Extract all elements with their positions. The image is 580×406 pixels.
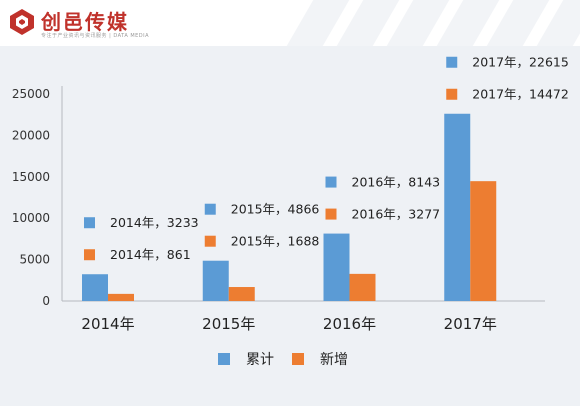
annotation-marker: [204, 235, 216, 247]
annotation-marker: [84, 249, 95, 261]
data-annotation: 2014年，861: [110, 247, 191, 262]
y-tick-label: 20000: [12, 128, 50, 142]
logo-mark-icon: [10, 9, 34, 35]
data-annotation: 2016年，3277: [352, 207, 441, 222]
bar-新增: [470, 181, 497, 301]
y-tick-label: 5000: [19, 253, 50, 267]
annotation-marker: [446, 56, 458, 68]
bar-新增: [349, 273, 376, 301]
data-annotation: 2014年，3233: [110, 215, 199, 230]
annotation-marker: [446, 88, 458, 100]
bar-累计: [202, 260, 229, 301]
bar-新增: [228, 287, 255, 301]
data-annotation: 2015年，1688: [231, 234, 320, 249]
y-tick-label: 25000: [12, 87, 50, 101]
brand-tagline: 专注于产业资讯与资讯服务 | DATA MEDIA: [41, 33, 150, 39]
annotation-marker: [325, 176, 337, 188]
legend-marker: [218, 353, 230, 365]
x-tick-label: 2014年: [81, 315, 134, 333]
brand-logo: 创邑传媒 专注于产业资讯与资讯服务 | DATA MEDIA: [8, 6, 158, 42]
chart-bars: [82, 113, 497, 301]
bar-累计: [82, 274, 108, 301]
chart-axes: 0 5000 10000 15000 20000 25000: [12, 86, 545, 308]
y-tick-label: 0: [42, 294, 50, 308]
annotation-marker: [204, 203, 216, 215]
y-tick-label: 10000: [12, 211, 50, 225]
legend-label: 累计: [246, 352, 274, 368]
legend-marker: [292, 353, 304, 365]
x-tick-label: 2017年: [444, 315, 497, 333]
annotation-marker: [325, 208, 337, 220]
bar-累计: [323, 233, 350, 301]
chart-labels: 2014年 2014年，3233 2014年，861 2015年 2015年，4866 2…: [81, 55, 568, 333]
data-annotation: 2016年，8143: [352, 175, 441, 190]
bar-累计: [444, 113, 471, 301]
x-tick-label: 2015年: [202, 315, 255, 333]
data-annotation: 2015年，4866: [231, 202, 320, 217]
y-tick-label: 15000: [12, 170, 50, 184]
bar-chart: 0 5000 10000 15000 20000 25000 2014年 2014年，323…: [12, 55, 569, 368]
chart-legend: 累计 新增: [218, 352, 348, 368]
legend-label: 新增: [320, 352, 348, 368]
brand-name: 创邑传媒: [41, 10, 129, 34]
bar-新增: [108, 293, 134, 301]
x-tick-label: 2016年: [323, 315, 376, 333]
data-annotation: 2017年，22615: [472, 55, 569, 70]
data-annotation: 2017年，14472: [472, 87, 569, 102]
header-banner: 创邑传媒 专注于产业资讯与资讯服务 | DATA MEDIA: [0, 0, 580, 46]
annotation-marker: [84, 217, 95, 229]
